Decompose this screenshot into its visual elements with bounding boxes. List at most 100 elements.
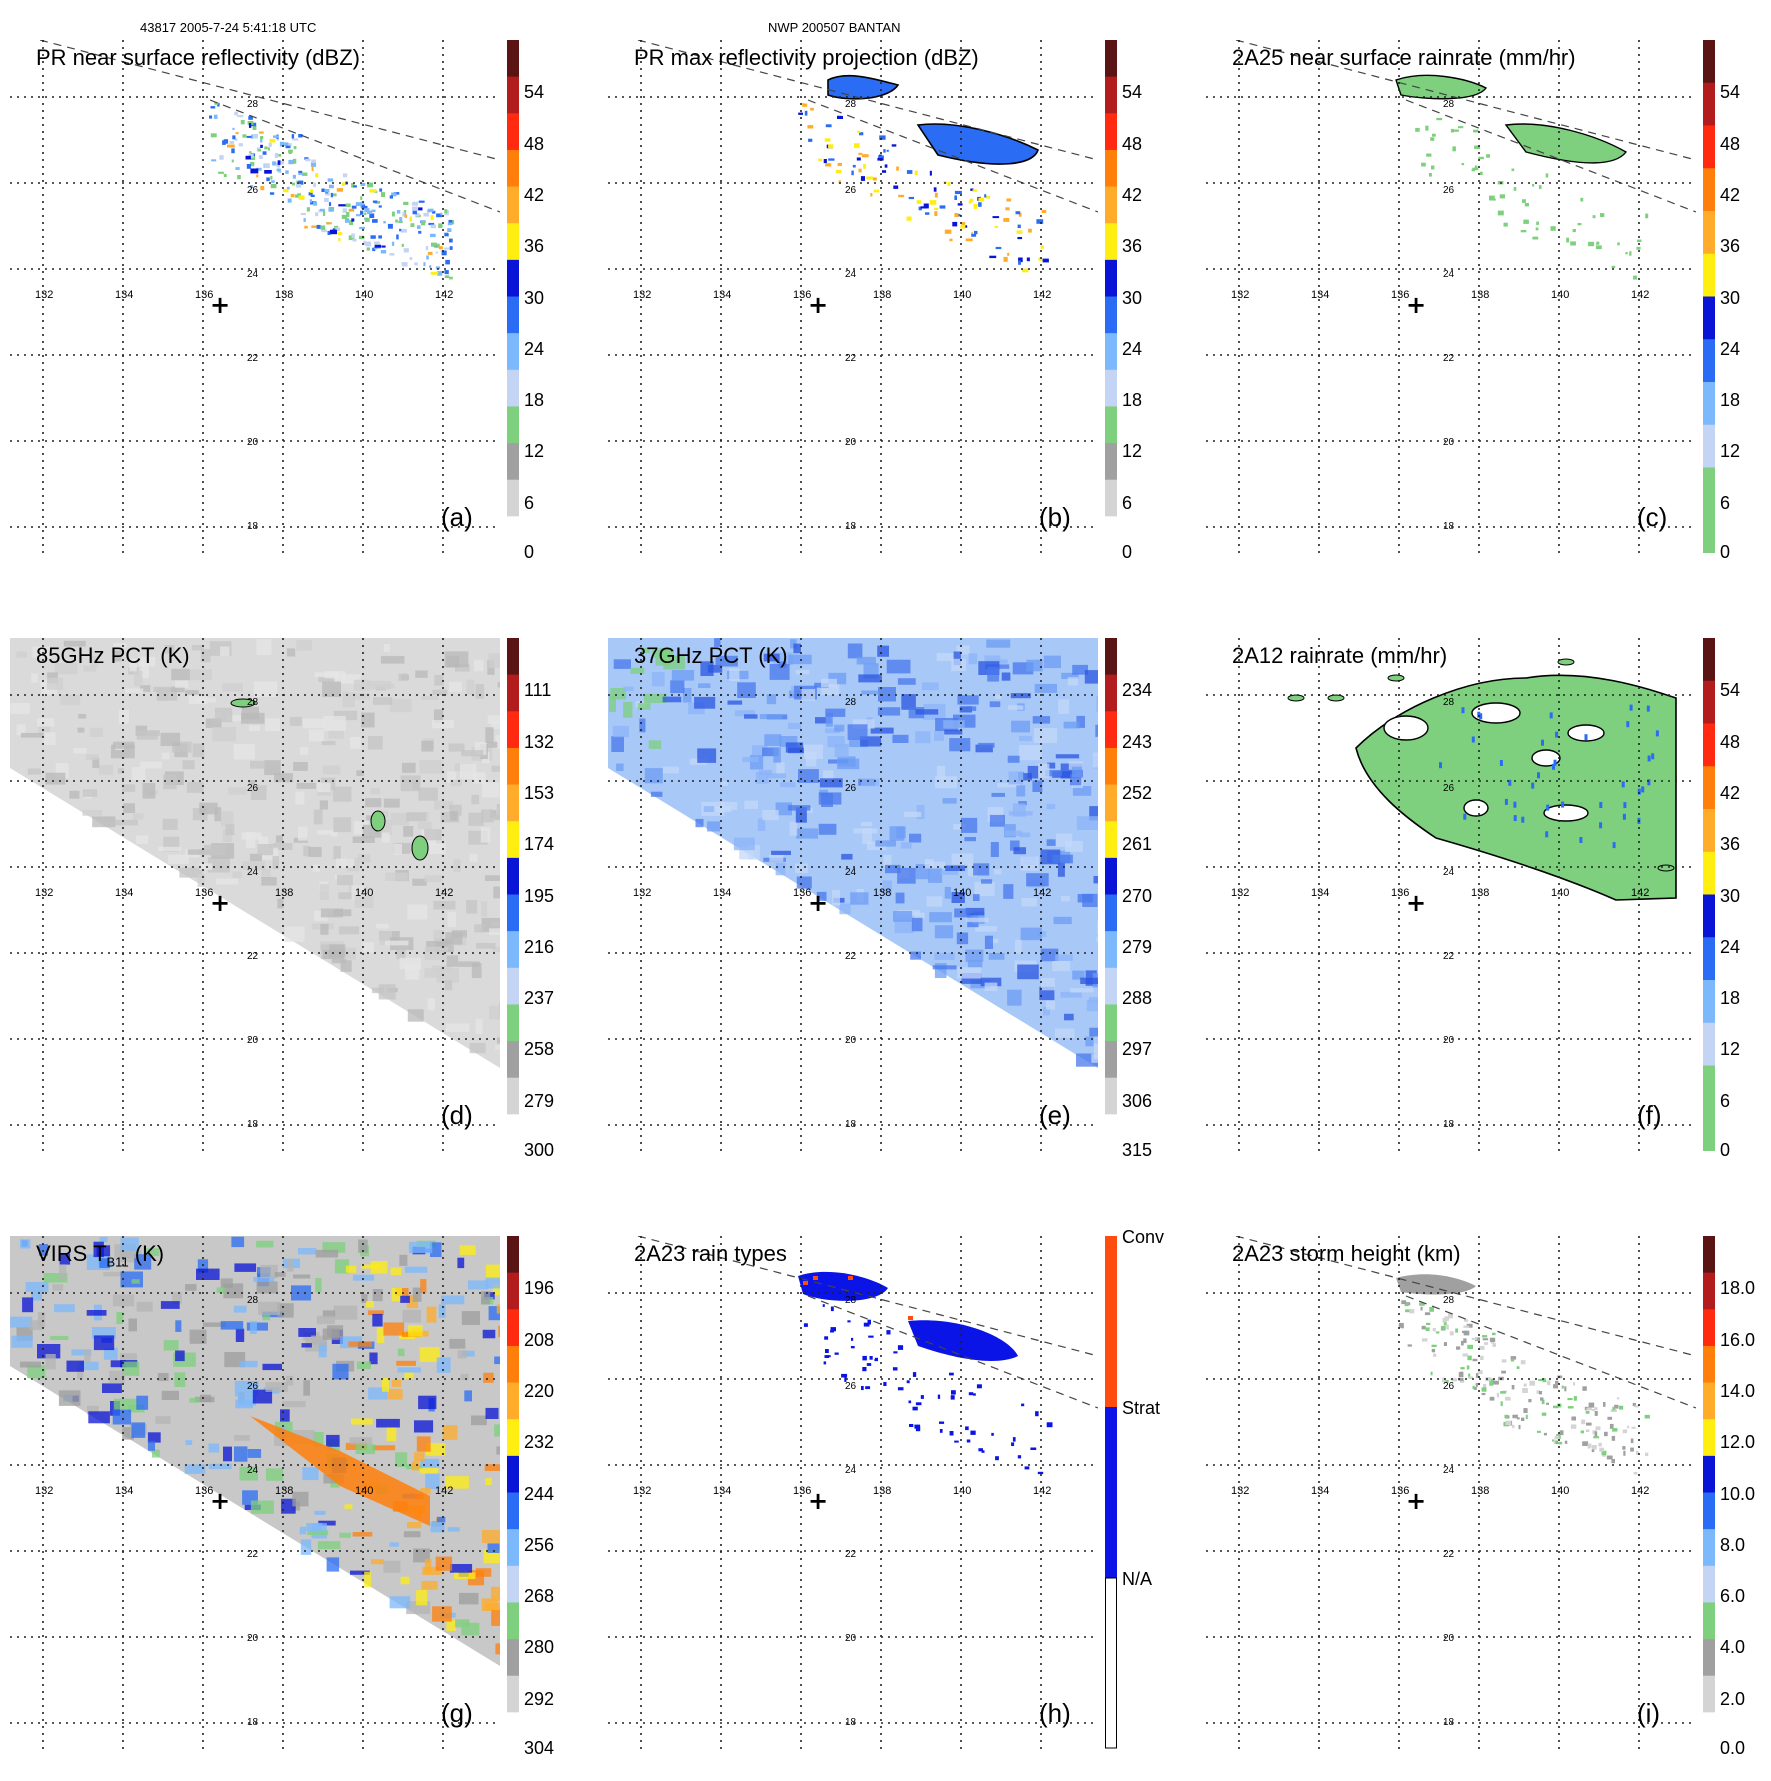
colorbar-segment: [1703, 510, 1715, 553]
brightness-cell: [1096, 696, 1098, 712]
echo-cell: [1018, 261, 1021, 265]
colorbar-tick: 12: [524, 442, 544, 460]
brightness-cell: [474, 924, 484, 932]
colorbar-segment: [1703, 980, 1715, 1023]
lon-label: 134: [115, 887, 133, 899]
lon-label: 142: [1033, 289, 1051, 301]
lat-label: 28: [247, 99, 259, 110]
brightness-cell: [945, 887, 951, 899]
brightness-cell: [358, 854, 371, 862]
brightness-cell: [362, 942, 374, 953]
echo-cell: [898, 1345, 903, 1350]
brightness-cell: [462, 1311, 480, 1325]
echo-cell: [1567, 1398, 1572, 1400]
lat-label: 24: [845, 1465, 857, 1476]
brightness-cell: [623, 702, 632, 718]
echo-cell: [402, 262, 408, 266]
brightness-cell: [216, 878, 238, 884]
brightness-cell: [1019, 833, 1030, 838]
brightness-cell: [616, 764, 624, 772]
brightness-cell: [645, 768, 663, 783]
colorbar-segment: [1105, 443, 1117, 480]
brightness-cell: [373, 697, 392, 705]
brightness-cell: [300, 1527, 306, 1535]
colorbar-segment: [507, 1309, 519, 1346]
rain-cell: [1579, 837, 1582, 843]
colorbar-segment: [1703, 937, 1715, 980]
echo-cell: [364, 208, 369, 212]
colorbar-tick: 24: [1720, 340, 1740, 358]
echo-cell: [284, 189, 289, 192]
echo-cell: [1473, 1359, 1478, 1361]
brightness-cell: [123, 803, 135, 813]
echo-cell: [285, 170, 288, 174]
colorbar-segment: [1105, 297, 1117, 334]
echo-cell: [1484, 1342, 1488, 1345]
brightness-cell: [439, 1305, 446, 1318]
brightness-cell: [90, 728, 103, 737]
echo-cell: [1436, 1331, 1440, 1333]
colorbar: [1105, 40, 1117, 553]
colorbar-tick: 18: [1720, 391, 1740, 409]
brightness-cell: [401, 775, 421, 791]
brightness-cell: [788, 655, 812, 665]
brightness-cell: [315, 1278, 321, 1293]
brightness-cell: [132, 1279, 140, 1284]
brightness-cell: [212, 727, 236, 741]
echo-cell: [991, 1433, 994, 1436]
brightness-cell: [441, 1296, 464, 1305]
echo-cell: [847, 1320, 850, 1322]
echo-cell: [283, 142, 288, 146]
echo-cell: [1005, 207, 1009, 210]
echo-cell: [298, 171, 302, 173]
lat-label: 26: [845, 185, 857, 196]
brightness-cell: [1064, 722, 1080, 729]
colorbar-segment: [1703, 297, 1715, 340]
brightness-cell: [841, 854, 852, 860]
echo-cell: [259, 131, 264, 133]
brightness-cell: [382, 832, 390, 842]
colorbar-segment: [507, 968, 519, 1005]
colorbar-segment: [1703, 83, 1715, 126]
colorbar-segment: [1703, 1529, 1715, 1566]
brightness-cell: [443, 1425, 458, 1440]
brightness-cell: [1082, 894, 1097, 907]
brightness-cell: [407, 1522, 421, 1528]
echo-cell: [1498, 211, 1504, 216]
brightness-cell: [769, 854, 783, 862]
brightness-cell: [494, 1424, 500, 1436]
brightness-cell: [904, 812, 921, 817]
brightness-cell: [985, 936, 993, 949]
echo-cell: [951, 1390, 956, 1394]
echo-cell: [971, 234, 976, 237]
brightness-cell: [432, 720, 454, 728]
colorbar-segment-na: [1106, 1578, 1117, 1748]
lat-label: 26: [247, 185, 259, 196]
rain-cell: [1585, 734, 1588, 740]
brightness-cell: [293, 762, 308, 771]
echo-cell: [1018, 1455, 1021, 1458]
echo-cell: [952, 222, 957, 227]
echo-cell: [893, 186, 898, 189]
brightness-cell: [413, 1288, 422, 1302]
echo-cell: [281, 161, 285, 164]
brightness-cell: [613, 726, 629, 737]
echo-cell: [381, 192, 385, 197]
echo-cell: [392, 212, 395, 217]
brightness-cell: [221, 1278, 233, 1288]
brightness-cell: [400, 1296, 410, 1303]
brightness-cell: [88, 1411, 110, 1423]
colorbar-tick: 297: [1122, 1040, 1152, 1058]
echo-cell: [1027, 258, 1030, 262]
brightness-cell: [388, 1389, 403, 1400]
brightness-cell: [376, 1419, 400, 1428]
brightness-cell: [436, 1557, 452, 1571]
lon-label: 142: [1033, 887, 1051, 899]
brightness-cell: [145, 730, 160, 736]
lat-label: 24: [1443, 269, 1455, 280]
echo-cell: [450, 246, 453, 250]
echo-cell: [805, 111, 808, 116]
